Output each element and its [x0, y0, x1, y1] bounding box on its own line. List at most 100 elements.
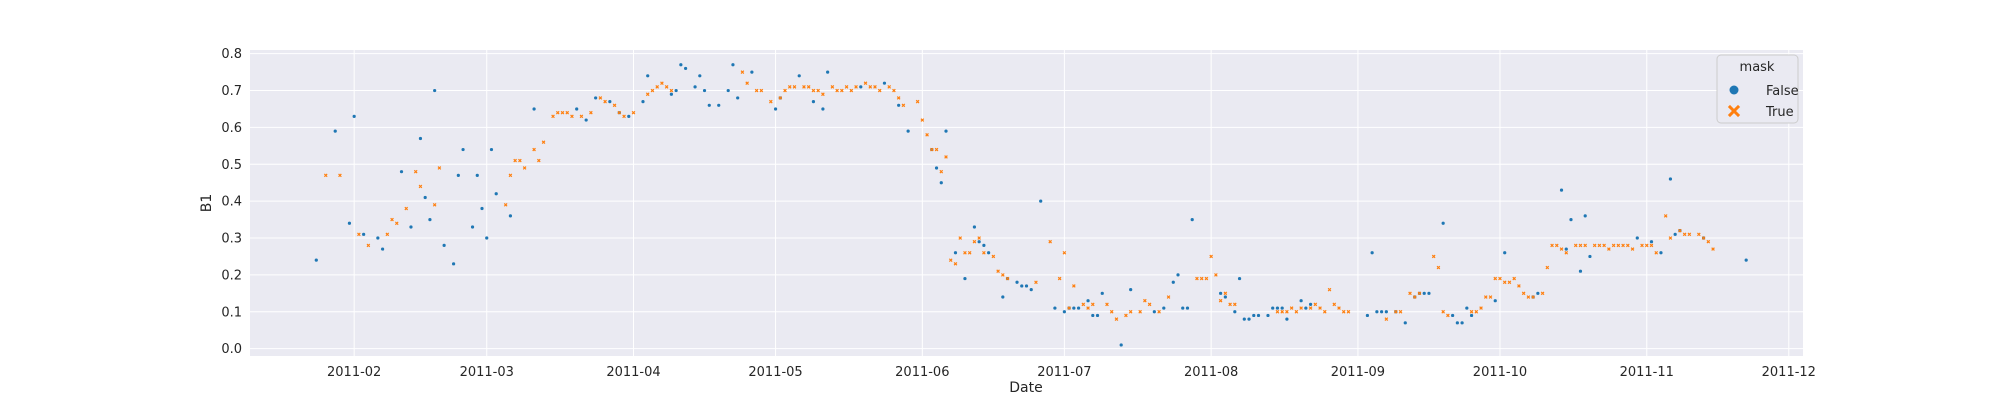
data-point-false — [494, 192, 498, 196]
data-point-true — [1299, 306, 1303, 310]
data-point-false — [362, 232, 366, 236]
data-point-false — [669, 92, 673, 96]
data-point-true — [939, 169, 944, 174]
data-point-true — [816, 88, 820, 93]
data-point-true — [1701, 236, 1706, 240]
data-point-false — [1422, 291, 1426, 295]
data-point-true — [1654, 250, 1659, 255]
data-point-false — [1668, 177, 1673, 181]
data-point-false — [1256, 313, 1261, 318]
data-point-true — [1616, 243, 1621, 248]
data-point-true — [1483, 295, 1488, 299]
data-point-true — [1214, 273, 1218, 277]
data-point-false — [1588, 254, 1592, 259]
data-point-false — [939, 181, 943, 185]
data-point-false — [1176, 273, 1180, 277]
data-point-true — [1678, 228, 1682, 233]
data-point-true — [1663, 214, 1668, 218]
x-tick-label: 2011-11 — [1620, 365, 1674, 380]
data-point-false — [1569, 217, 1573, 222]
data-point-false — [1219, 291, 1223, 295]
data-point-true — [1228, 302, 1232, 307]
data-point-true — [1611, 243, 1616, 248]
data-point-true — [1143, 298, 1147, 303]
data-point-true — [541, 140, 546, 144]
data-point-false — [470, 225, 475, 229]
data-point-true — [1706, 239, 1711, 244]
data-point-false — [882, 81, 887, 85]
data-point-true — [323, 173, 328, 178]
data-point-true — [394, 221, 399, 226]
data-point-false — [1100, 291, 1104, 295]
data-point-true — [745, 81, 749, 86]
data-point-false — [1266, 313, 1270, 318]
data-point-true — [1668, 236, 1673, 240]
data-point-false — [433, 88, 437, 93]
data-point-true — [418, 184, 423, 189]
data-point-true — [896, 96, 901, 100]
data-point-true — [390, 217, 394, 222]
x-tick-labels: 2011-02 2011-03 2011-04 2011-05 2011-06 2011-… — [327, 365, 1816, 380]
data-point-true — [1067, 306, 1071, 310]
data-point-true — [1090, 302, 1095, 307]
data-point-true — [1138, 309, 1142, 314]
data-point-false — [418, 136, 423, 141]
data-point-true — [1711, 247, 1715, 251]
data-point-true — [1531, 295, 1535, 299]
data-point-true — [849, 88, 854, 93]
data-point-true — [1550, 243, 1554, 248]
data-point-true — [1625, 243, 1630, 248]
data-point-true — [532, 147, 536, 152]
data-point-true — [1072, 284, 1076, 288]
plot-area — [250, 50, 1803, 356]
data-point-true — [863, 81, 868, 86]
data-point-true — [508, 173, 513, 178]
data-point-false — [380, 247, 385, 251]
data-point-false — [1247, 317, 1251, 321]
y-tick-label: 0.0 — [221, 342, 242, 357]
data-point-true — [645, 92, 650, 97]
data-point-true — [1431, 254, 1436, 259]
data-point-true — [1573, 243, 1578, 248]
data-point-false — [679, 63, 683, 67]
data-point-true — [1592, 243, 1597, 248]
data-point-true — [783, 88, 787, 93]
data-point-false — [1162, 306, 1166, 310]
data-point-true — [887, 85, 892, 89]
data-point-true — [1493, 276, 1498, 281]
data-point-false — [314, 258, 318, 262]
data-point-true — [518, 158, 522, 163]
data-point-false — [897, 103, 901, 107]
data-point-true — [1285, 309, 1289, 314]
data-point-true — [503, 203, 508, 207]
data-point-false — [1242, 317, 1246, 321]
data-point-true — [873, 85, 877, 89]
data-point-false — [1181, 306, 1185, 310]
data-point-true — [660, 81, 664, 86]
data-point-true — [579, 114, 584, 119]
data-point-true — [920, 118, 925, 122]
data-point-false — [485, 236, 489, 240]
data-point-false — [1455, 321, 1459, 325]
data-point-true — [1583, 243, 1588, 248]
data-point-false — [1086, 299, 1090, 303]
x-tick-label: 2011-09 — [1331, 365, 1385, 380]
legend-false-label: False — [1766, 84, 1799, 99]
data-point-false — [859, 85, 863, 89]
data-point-true — [1195, 276, 1199, 281]
data-point-true — [1398, 309, 1403, 314]
data-point-true — [1346, 309, 1351, 314]
data-point-false — [1536, 291, 1540, 295]
data-point-true — [1199, 276, 1204, 281]
data-point-true — [1417, 291, 1422, 296]
data-point-false — [575, 107, 579, 111]
data-point-true — [522, 166, 527, 170]
data-point-false — [627, 114, 631, 118]
data-point-false — [1384, 310, 1388, 314]
data-point-false — [797, 74, 801, 78]
data-point-true — [1644, 243, 1649, 248]
data-point-false — [1223, 295, 1227, 299]
data-point-true — [1559, 247, 1564, 251]
data-point-false — [683, 66, 688, 71]
